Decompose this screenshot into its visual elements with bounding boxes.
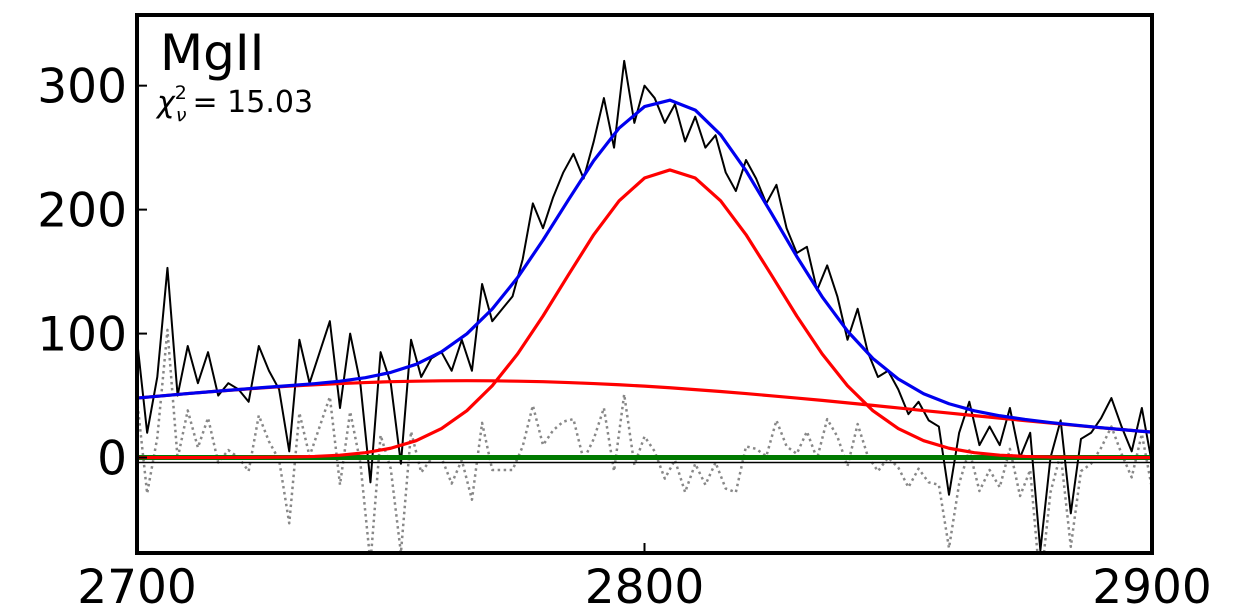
stat-value: = 15.03 bbox=[192, 85, 313, 120]
x-tick-label: 2700 bbox=[77, 560, 197, 615]
x-tick-label: 2800 bbox=[585, 560, 705, 615]
y-tick-label: 300 bbox=[37, 60, 127, 115]
plot-area bbox=[137, 59, 1152, 553]
series-line bbox=[137, 379, 1152, 434]
fit-statistic: χ2 ν = 15.03 bbox=[155, 82, 313, 126]
series-line bbox=[137, 168, 1152, 460]
x-tick-label: 2900 bbox=[1092, 560, 1212, 615]
stat-sup: 2 bbox=[175, 82, 187, 104]
y-tick-label: 0 bbox=[97, 432, 127, 487]
line-label: MgII bbox=[160, 24, 264, 82]
stat-sub: ν bbox=[176, 104, 187, 126]
stat-symbol: χ bbox=[155, 85, 176, 120]
y-tick-label: 200 bbox=[37, 184, 127, 239]
series-line bbox=[137, 98, 1152, 434]
y-tick-label: 100 bbox=[37, 308, 127, 363]
series-line bbox=[137, 59, 1152, 552]
